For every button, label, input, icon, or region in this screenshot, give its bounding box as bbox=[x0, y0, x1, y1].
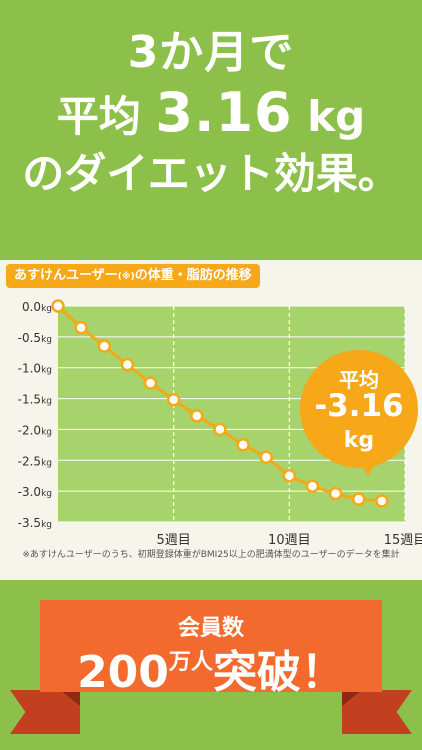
member-count-value: 200万人突破！ bbox=[40, 636, 382, 700]
y-tick-label: -1.5kg bbox=[18, 393, 52, 407]
average-bubble: 平均 -3.16 kg bbox=[300, 350, 418, 468]
data-point bbox=[375, 494, 389, 508]
average-label: 平均 bbox=[339, 368, 379, 392]
data-point bbox=[143, 376, 158, 390]
chart-title-label: あすけんユーザー bbox=[14, 268, 118, 283]
average-bubble-pointer bbox=[360, 462, 376, 476]
headline-line2: 平均 3.16 kg bbox=[0, 83, 422, 143]
member-count-number: 200 bbox=[77, 647, 169, 698]
data-point bbox=[51, 299, 65, 313]
y-tick-label: -2.0kg bbox=[18, 423, 52, 437]
data-point bbox=[236, 438, 250, 452]
data-point bbox=[190, 409, 204, 423]
member-count-label: 会員数 bbox=[177, 616, 244, 641]
member-count-unit: 万人 bbox=[168, 650, 213, 675]
chart-title-badge: あすけんユーザー(※)の体重・脂肪の推移 bbox=[6, 264, 260, 288]
y-tick-label: -2.5kg bbox=[18, 454, 52, 468]
chart-footnote: ※あすけんユーザーのうち、初期登録体重がBMI25以上の肥満体型のユーザーのデー… bbox=[22, 550, 400, 560]
headline: 3か月で 平均 3.16 kg のダイエット効果。 bbox=[0, 28, 422, 197]
data-point bbox=[282, 468, 297, 483]
y-tick-label: -3.5kg bbox=[18, 516, 52, 530]
headline-line3: のダイエット効果。 bbox=[22, 148, 400, 198]
y-tick-label: -3.0kg bbox=[18, 485, 52, 499]
data-point bbox=[213, 422, 227, 437]
average-value: -3.16 bbox=[314, 388, 404, 424]
headline-average-label: 平均 bbox=[56, 92, 141, 142]
data-point bbox=[305, 479, 320, 493]
member-count-suffix: 突破！ bbox=[212, 647, 345, 698]
headline-average-value: 3.16 bbox=[155, 81, 293, 145]
headline-line1: 3か月で bbox=[127, 27, 295, 78]
data-point bbox=[259, 450, 273, 464]
chart-title-note: (※) bbox=[117, 272, 135, 282]
chart-title-suffix: の体重・脂肪の推移 bbox=[134, 268, 252, 283]
x-tick-label: 5週目 bbox=[157, 533, 191, 548]
headline-average-unit: kg bbox=[307, 92, 366, 142]
x-tick-label: 15週目 bbox=[384, 533, 422, 548]
data-point bbox=[351, 492, 366, 506]
member-count-banner: 会員数 200万人突破！ bbox=[40, 600, 382, 698]
data-point bbox=[74, 320, 88, 335]
average-unit: kg bbox=[343, 428, 375, 453]
y-tick-label: -0.5kg bbox=[18, 331, 52, 345]
y-tick-label: 0.0kg bbox=[22, 300, 52, 314]
y-tick-label: -1.0kg bbox=[18, 362, 52, 376]
data-point bbox=[166, 393, 181, 407]
data-point bbox=[97, 339, 112, 353]
data-point bbox=[120, 357, 135, 372]
x-tick-label: 10週目 bbox=[268, 533, 311, 548]
data-point bbox=[328, 486, 343, 501]
